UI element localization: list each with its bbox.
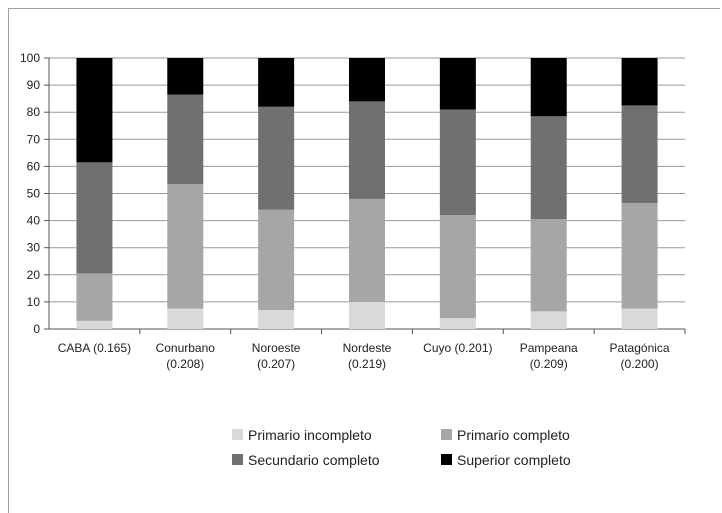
legend: Primario incompleto Primario completo Secu… bbox=[232, 427, 571, 468]
x-axis-labels: CABA (0.165) Conurbano (0.208) Noroeste (0.2… bbox=[58, 341, 670, 371]
bars bbox=[76, 58, 658, 329]
bar-segment bbox=[530, 219, 567, 312]
bar-segment bbox=[530, 116, 567, 220]
x-tick-label: (0.208) bbox=[166, 357, 204, 371]
bar-segment bbox=[621, 202, 658, 309]
legend-label: Primario incompleto bbox=[248, 427, 372, 443]
bar-segment bbox=[258, 209, 295, 311]
bar-segment bbox=[439, 109, 476, 216]
y-tick-label: 70 bbox=[27, 132, 41, 146]
bar-segment bbox=[167, 184, 204, 309]
x-tick-label: Conurbano bbox=[156, 341, 216, 355]
x-tick-label: Patagónica bbox=[610, 341, 670, 355]
legend-swatch bbox=[441, 429, 452, 440]
legend-swatch bbox=[232, 454, 243, 465]
x-tick-label: (0.200) bbox=[621, 357, 659, 371]
y-tick-label: 90 bbox=[27, 78, 41, 92]
y-tick-label: 100 bbox=[20, 51, 40, 65]
x-tick-label: (0.219) bbox=[348, 357, 386, 371]
x-tick-label: Cuyo (0.201) bbox=[423, 341, 492, 355]
legend-swatch bbox=[441, 454, 452, 465]
bar-segment bbox=[76, 58, 113, 163]
bar-segment bbox=[439, 215, 476, 319]
legend-swatch bbox=[232, 429, 243, 440]
bar-segment bbox=[258, 106, 295, 210]
chart-frame bbox=[8, 8, 720, 513]
bar-segment bbox=[349, 58, 385, 102]
bar-segment bbox=[76, 320, 113, 329]
legend-label: Secundario completo bbox=[248, 452, 380, 468]
bar-segment bbox=[621, 58, 658, 106]
x-tick-label: (0.209) bbox=[530, 357, 568, 371]
bar-segment bbox=[167, 58, 204, 95]
x-tick-label: Noroeste bbox=[252, 341, 301, 355]
y-tick-label: 40 bbox=[27, 214, 41, 228]
bar-segment bbox=[76, 273, 113, 321]
bar-segment bbox=[349, 301, 385, 329]
x-tick-label: Nordeste bbox=[343, 341, 392, 355]
y-tick-label: 10 bbox=[27, 295, 41, 309]
x-tick-label: CABA (0.165) bbox=[58, 341, 131, 355]
bar-segment bbox=[349, 198, 385, 302]
y-tick-label: 20 bbox=[27, 268, 41, 282]
bar-segment bbox=[621, 105, 658, 203]
bar-segment bbox=[621, 308, 658, 329]
y-tick-label: 50 bbox=[27, 187, 41, 201]
bar-segment bbox=[530, 311, 567, 329]
bar-segment bbox=[439, 58, 476, 110]
x-tick-label: Pampeana bbox=[520, 341, 578, 355]
y-tick-label: 30 bbox=[27, 241, 41, 255]
bar-segment bbox=[349, 101, 385, 199]
bar-segment bbox=[167, 94, 204, 185]
bar-segment bbox=[439, 318, 476, 329]
y-tick-label: 80 bbox=[27, 105, 41, 119]
x-tick-label: (0.207) bbox=[257, 357, 295, 371]
y-tick-label: 0 bbox=[33, 322, 40, 336]
bar-segment bbox=[167, 308, 204, 329]
bar-segment bbox=[258, 58, 295, 107]
bar-segment bbox=[258, 310, 295, 329]
bar-segment bbox=[76, 162, 113, 274]
y-tick-label: 60 bbox=[27, 159, 41, 173]
legend-label: Primario completo bbox=[457, 427, 570, 443]
legend-label: Superior completo bbox=[457, 452, 571, 468]
bar-segment bbox=[530, 58, 567, 117]
